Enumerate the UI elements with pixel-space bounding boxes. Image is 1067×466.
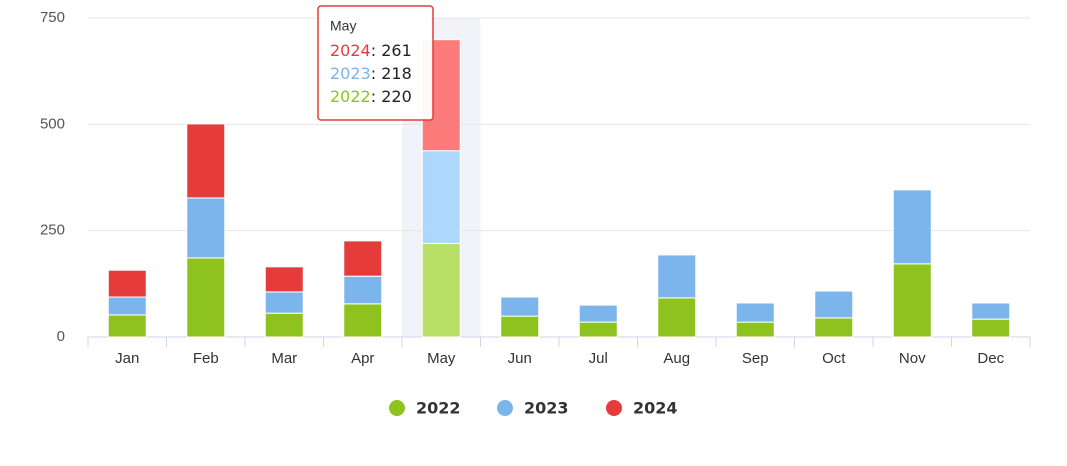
tooltip-row: 2022: 220 — [330, 87, 412, 106]
bar[interactable] — [814, 290, 854, 319]
tooltip-series: 2022 — [330, 87, 371, 106]
bar[interactable] — [107, 314, 147, 338]
bar[interactable] — [107, 269, 147, 298]
bar[interactable] — [814, 317, 854, 338]
bar[interactable] — [343, 275, 383, 305]
bar[interactable] — [578, 304, 618, 323]
bar[interactable] — [971, 318, 1011, 338]
x-tick-label: Jun — [508, 350, 532, 367]
tooltip-series: 2023 — [330, 64, 371, 83]
bar[interactable] — [264, 266, 304, 293]
bar[interactable] — [107, 296, 147, 316]
tooltip-value: 218 — [381, 64, 412, 83]
legend-item[interactable]: 2023 — [497, 399, 569, 418]
bar[interactable] — [892, 263, 932, 338]
bar[interactable] — [186, 197, 226, 259]
x-tick-label: Jan — [115, 350, 139, 367]
bar[interactable] — [735, 302, 775, 323]
bar[interactable] — [186, 257, 226, 338]
tooltip-title: May — [330, 18, 356, 34]
tooltip-value: 220 — [381, 87, 412, 106]
bar[interactable] — [657, 297, 697, 338]
bar[interactable] — [578, 321, 618, 338]
tooltip-row: 2024: 261 — [330, 41, 412, 60]
bar[interactable] — [657, 254, 697, 299]
tooltip-series: 2024 — [330, 41, 371, 60]
legend-item[interactable]: 2024 — [606, 399, 678, 418]
y-tick-label: 250 — [40, 222, 65, 239]
legend-label: 2023 — [524, 399, 569, 418]
bar[interactable] — [735, 321, 775, 338]
x-tick-label: Apr — [351, 350, 374, 367]
x-tick-label: Mar — [271, 350, 297, 367]
legend-marker — [389, 400, 405, 416]
y-tick-label: 0 — [57, 328, 65, 345]
x-tick-label: Feb — [193, 350, 219, 367]
tooltip-sep: : — [371, 64, 381, 83]
tooltip-sep: : — [371, 87, 381, 106]
legend-marker — [497, 400, 513, 416]
legend-label: 2022 — [416, 399, 461, 418]
tooltip: May 2024: 261 2023: 218 2022: 220 — [317, 5, 434, 121]
bar[interactable] — [971, 302, 1011, 320]
bar[interactable] — [421, 150, 461, 244]
x-tick-label: Dec — [977, 350, 1004, 367]
bar[interactable] — [500, 296, 540, 317]
legend-item[interactable]: 2022 — [389, 399, 461, 418]
legend-marker — [606, 400, 622, 416]
bar[interactable] — [343, 240, 383, 277]
tooltip-sep: : — [371, 41, 381, 60]
y-tick-label: 500 — [40, 115, 65, 132]
tooltip-box — [317, 5, 434, 121]
bar[interactable] — [343, 303, 383, 338]
y-tick-label: 750 — [40, 9, 65, 26]
tooltip-value: 261 — [381, 41, 412, 60]
x-tick-label: Jul — [589, 350, 608, 367]
bar[interactable] — [264, 291, 304, 314]
x-tick-label: Oct — [822, 350, 846, 367]
x-tick-label: Nov — [899, 350, 926, 367]
bar[interactable] — [421, 242, 461, 338]
bar[interactable] — [264, 312, 304, 338]
legend-label: 2024 — [633, 399, 678, 418]
x-tick-label: Sep — [742, 350, 769, 367]
bar[interactable] — [500, 315, 540, 338]
x-tick-label: May — [427, 350, 456, 367]
bar[interactable] — [186, 123, 226, 199]
bar[interactable] — [892, 189, 932, 265]
tooltip-row: 2023: 218 — [330, 64, 412, 83]
x-tick-label: Aug — [663, 350, 690, 367]
